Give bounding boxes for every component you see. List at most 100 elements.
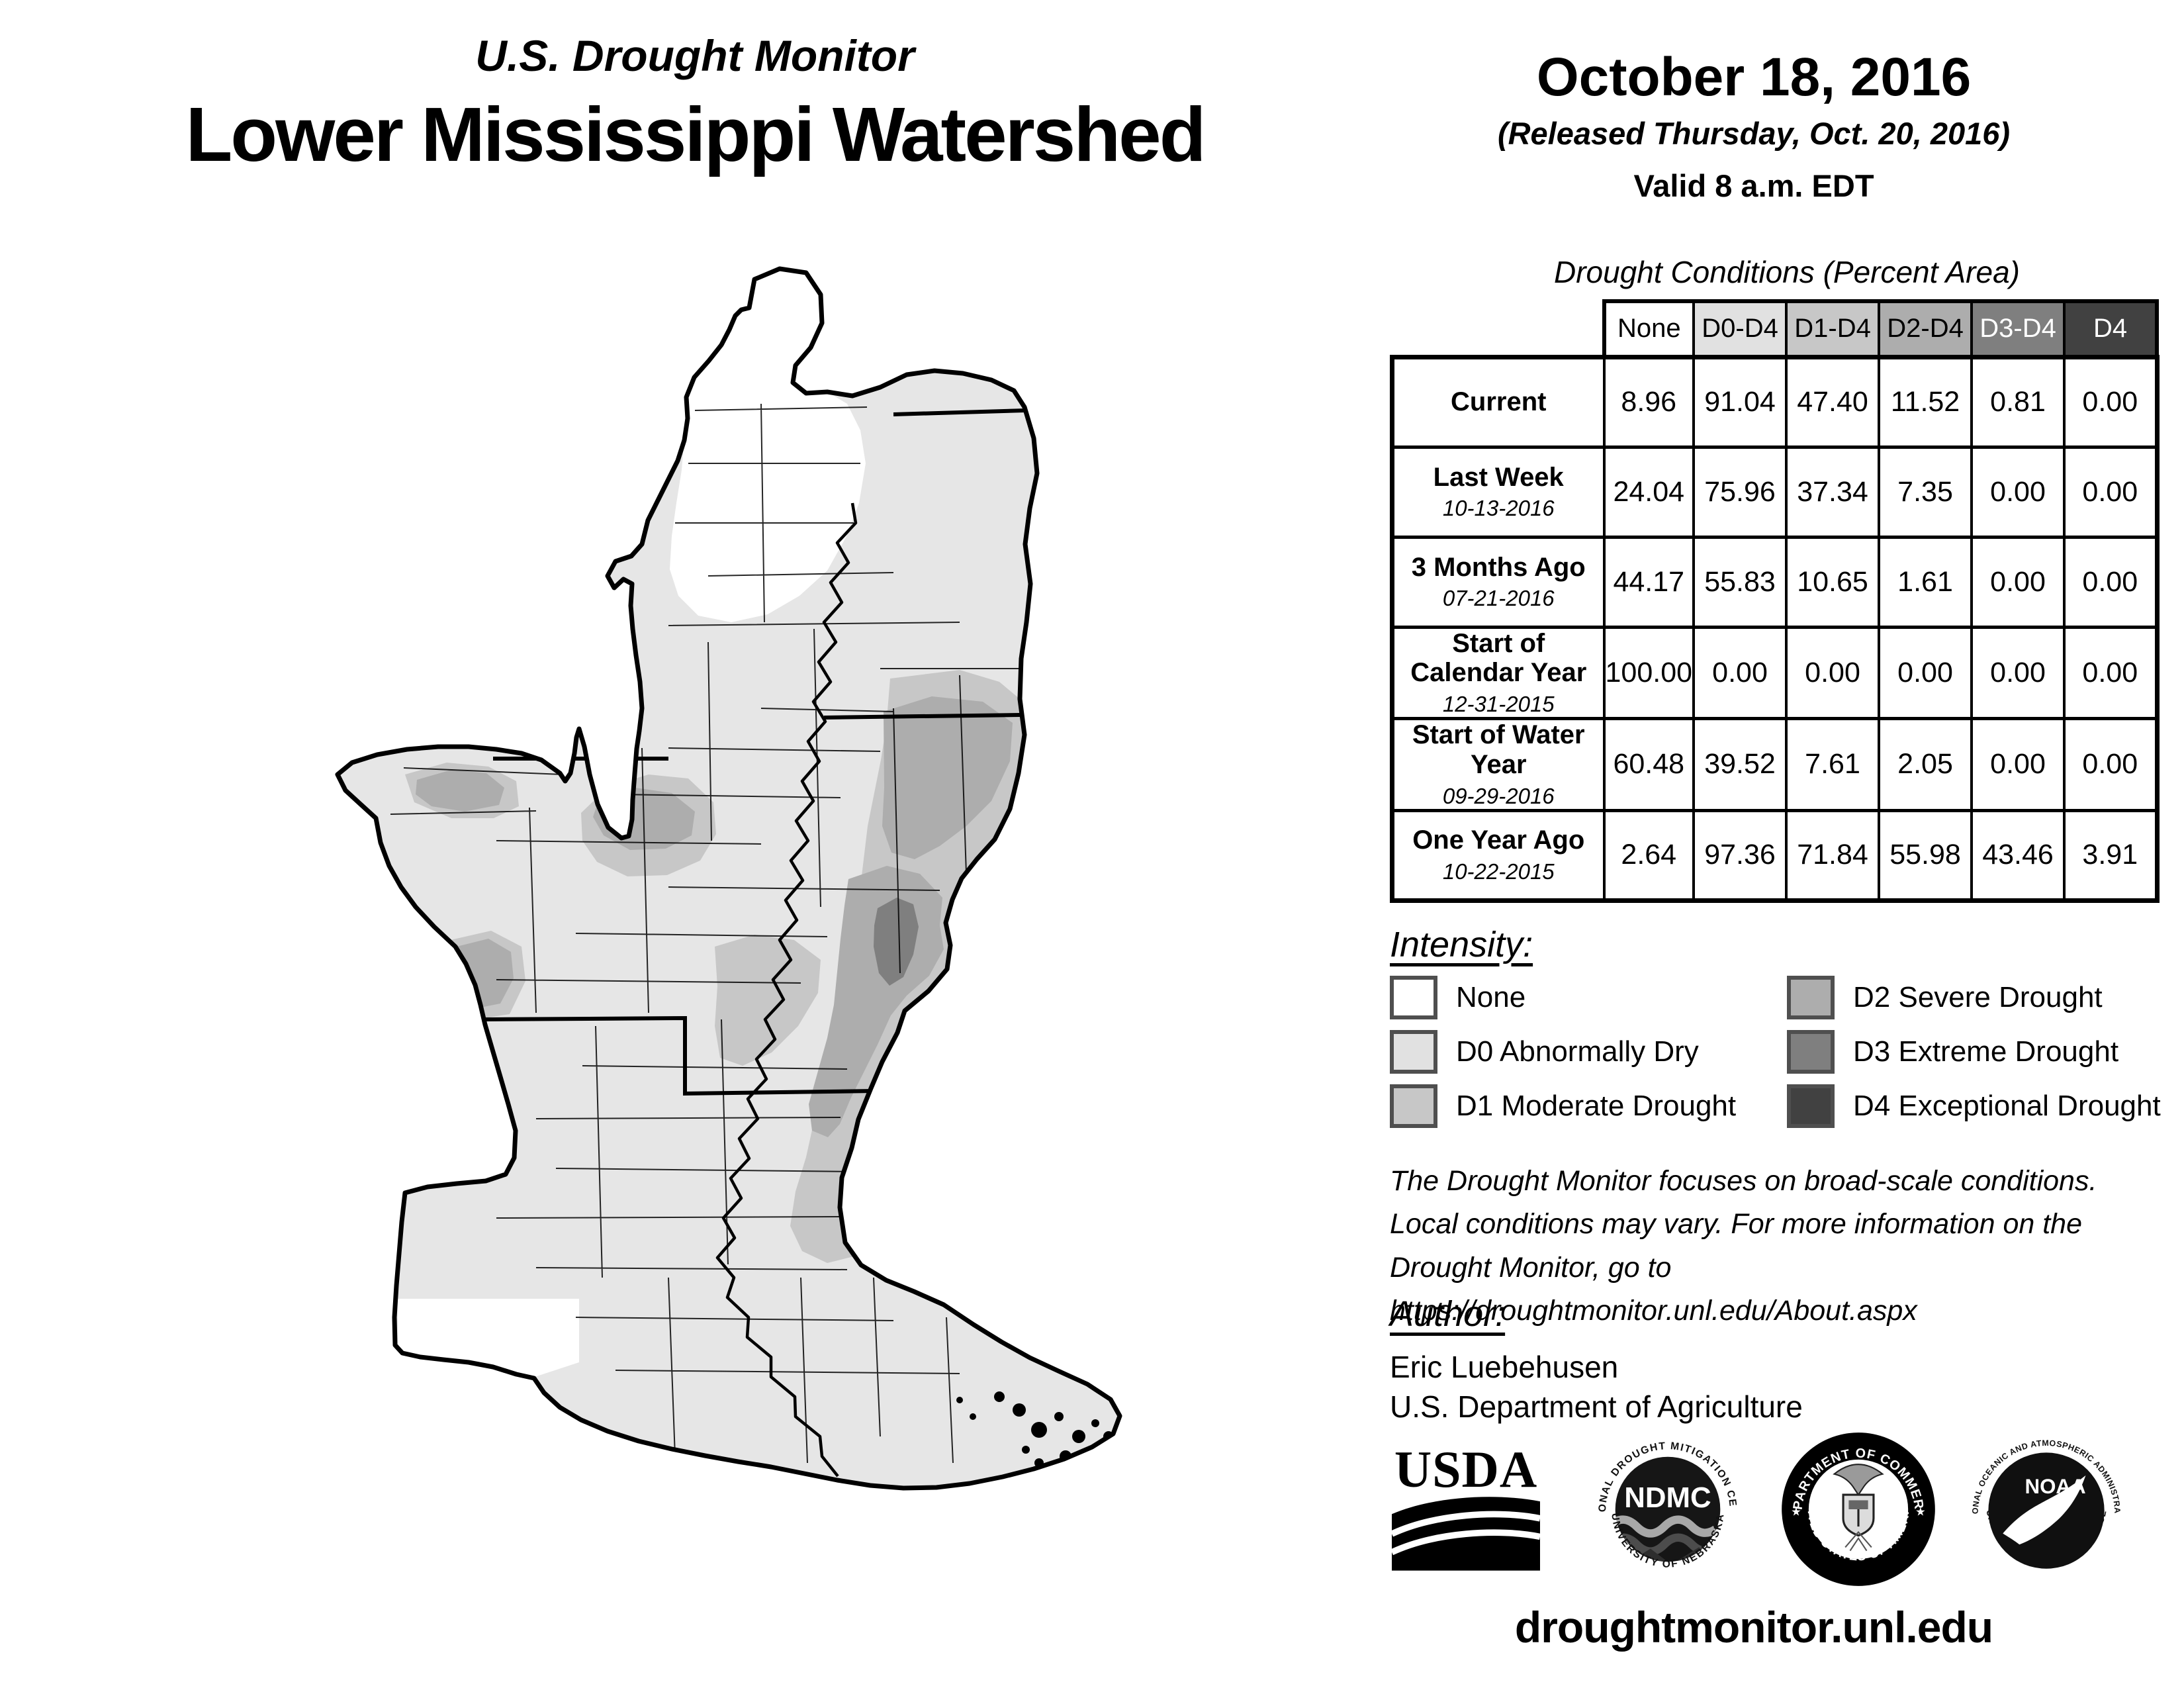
- table-row-start-water-year: Start of Water Year 09-29-2016 60.48 39.…: [1390, 717, 2160, 812]
- cell: 7.35: [1878, 445, 1974, 539]
- row-label-text: One Year Ago: [1412, 825, 1585, 855]
- row-label-text: Current: [1451, 387, 1547, 417]
- legend-label: D2 Severe Drought: [1853, 981, 2103, 1013]
- legend-item-none: None: [1390, 976, 1525, 1019]
- row-label-date: 12-31-2015: [1442, 692, 1555, 717]
- legend-swatch-d0: [1390, 1030, 1437, 1074]
- cell: 2.05: [1878, 717, 1974, 812]
- noaa-bird-icon: [2003, 1475, 2086, 1545]
- cell: 0.00: [1692, 625, 1788, 721]
- commerce-seal-icon: DEPARTMENT OF COMMERCE UNITED STATES OF …: [1774, 1419, 1935, 1586]
- doc-shield-icon: [1842, 1493, 1875, 1552]
- row-label-text: Last Week: [1433, 462, 1564, 492]
- watershed-map: [298, 245, 1191, 1609]
- table-row-one-year-ago: One Year Ago 10-22-2015 2.64 97.36 71.84…: [1390, 808, 2160, 903]
- cell: 0.00: [2063, 445, 2160, 539]
- legend-swatch-none: [1390, 976, 1437, 1019]
- ndmc-logo: NDMC NATIONAL DROUGHT MITIGATION CENTER …: [1584, 1421, 1747, 1589]
- noaa-logo-text: NOAA: [2025, 1475, 2085, 1498]
- col-header-d0d4: D0-D4: [1692, 299, 1788, 358]
- legend-item-d4: D4 Exceptional Drought: [1787, 1084, 2161, 1128]
- cell: 0.00: [1970, 535, 2066, 629]
- cell: 7.61: [1785, 717, 1881, 812]
- drought-d3-region: [874, 898, 919, 986]
- cell: 100.00: [1602, 625, 1696, 721]
- cell: 43.46: [1970, 808, 2066, 903]
- col-header-d1d4: D1-D4: [1785, 299, 1881, 358]
- site-url-link[interactable]: droughtmonitor.unl.edu: [1514, 1603, 1993, 1652]
- table-row-3-months-ago: 3 Months Ago 07-21-2016 44.17 55.83 10.6…: [1390, 535, 2160, 629]
- mississippi-river: [715, 502, 858, 1477]
- ndmc-logo-text: NDMC: [1624, 1481, 1711, 1514]
- cell: 44.17: [1602, 535, 1696, 629]
- row-label: Last Week 10-13-2016: [1390, 445, 1606, 539]
- intensity-legend: None D0 Abnormally Dry D1 Moderate Droug…: [1390, 976, 2161, 1135]
- cell: 0.00: [1970, 445, 2066, 539]
- usda-logo: USDA: [1383, 1440, 1549, 1605]
- legend-swatch-d2: [1787, 976, 1835, 1019]
- cell: 55.83: [1692, 535, 1788, 629]
- state-borders: [480, 408, 1026, 1096]
- row-label: Current: [1390, 354, 1606, 449]
- row-label-date: 07-21-2016: [1442, 586, 1555, 611]
- commerce-logo: DEPARTMENT OF COMMERCE UNITED STATES OF …: [1774, 1419, 1938, 1589]
- col-header-d4: D4: [2063, 299, 2160, 358]
- cell: 11.52: [1878, 354, 1974, 449]
- cell: 47.40: [1785, 354, 1881, 449]
- date-block: October 18, 2016 (Released Thursday, Oct…: [1377, 46, 2131, 204]
- author-org: U.S. Department of Agriculture: [1390, 1389, 1803, 1424]
- cell: 0.00: [1785, 625, 1881, 721]
- region-title: Lower Mississippi Watershed: [185, 91, 1206, 177]
- row-label-date: 10-13-2016: [1442, 496, 1555, 521]
- doc-star-left: ★: [1791, 1505, 1801, 1518]
- noaa-logo: NATIONAL OCEANIC AND ATMOSPHERIC ADMINIS…: [1964, 1423, 2126, 1589]
- cell: 0.00: [1970, 625, 2066, 721]
- legend-swatch-d4: [1787, 1084, 1835, 1128]
- disclaimer-line: The Drought Monitor focuses on broad-sca…: [1390, 1165, 2097, 1197]
- legend-swatch-d1: [1390, 1084, 1437, 1128]
- legend-item-d3: D3 Extreme Drought: [1787, 1030, 2118, 1074]
- table-header-row: None D0-D4 D1-D4 D2-D4 D3-D4 D4: [1392, 299, 2160, 358]
- disclaimer-line: Local conditions may vary. For more info…: [1390, 1208, 2083, 1241]
- drought-conditions-table: None D0-D4 D1-D4 D2-D4 D3-D4 D4 Current …: [1390, 299, 2160, 903]
- release-date: (Released Thursday, Oct. 20, 2016): [1497, 116, 2011, 151]
- cell: 8.96: [1602, 354, 1696, 449]
- usda-logo-text: USDA: [1394, 1440, 1538, 1498]
- intensity-heading: Intensity:: [1390, 925, 1533, 964]
- title-block: U.S. Drought Monitor Lower Mississippi W…: [40, 30, 1350, 179]
- legend-label: D3 Extreme Drought: [1853, 1035, 2119, 1068]
- cell: 0.00: [2063, 717, 2160, 812]
- cell: 0.00: [1878, 625, 1974, 721]
- cell: 0.00: [2063, 535, 2160, 629]
- cell: 39.52: [1692, 717, 1788, 812]
- row-label-text: Start of Water Year: [1412, 720, 1585, 779]
- watershed-map-svg: [298, 245, 1191, 1609]
- disclaimer: The Drought Monitor focuses on broad-sca…: [1390, 1160, 2171, 1333]
- cell: 10.65: [1785, 535, 1881, 629]
- ndmc-seal-icon: NDMC NATIONAL DROUGHT MITIGATION CENTER …: [1584, 1421, 1738, 1570]
- cell: 3.91: [2063, 808, 2160, 903]
- legend-item-d2: D2 Severe Drought: [1787, 976, 2103, 1019]
- cell: 0.81: [1970, 354, 2066, 449]
- map-date: October 18, 2016: [1536, 47, 1972, 107]
- legend-label: D1 Moderate Drought: [1456, 1090, 1737, 1122]
- cell: 1.61: [1878, 535, 1974, 629]
- cell: 0.00: [2063, 354, 2160, 449]
- table-row-start-calendar-year: Start of Calendar Year 12-31-2015 100.00…: [1390, 625, 2160, 721]
- cell: 24.04: [1602, 445, 1696, 539]
- legend-label: None: [1456, 981, 1526, 1013]
- row-label-text: 3 Months Ago: [1411, 552, 1586, 582]
- cell: 2.64: [1602, 808, 1696, 903]
- legend-item-d1: D1 Moderate Drought: [1390, 1084, 1736, 1128]
- row-label-text: Start of Calendar Year: [1410, 628, 1587, 688]
- cell: 60.48: [1602, 717, 1696, 812]
- cell: 37.34: [1785, 445, 1881, 539]
- cell: 71.84: [1785, 808, 1881, 903]
- cell: 91.04: [1692, 354, 1788, 449]
- cell: 75.96: [1692, 445, 1788, 539]
- cell: 55.98: [1878, 808, 1974, 903]
- author-name: Eric Luebehusen: [1390, 1350, 1619, 1384]
- usda-swoosh-icon: [1390, 1497, 1541, 1571]
- cell: 97.36: [1692, 808, 1788, 903]
